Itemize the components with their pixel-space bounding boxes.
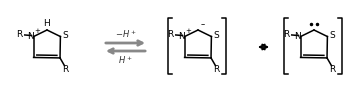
Text: N: N	[27, 32, 34, 41]
Text: S: S	[62, 31, 68, 40]
Text: R: R	[213, 65, 219, 74]
Text: H: H	[44, 19, 50, 28]
Text: $H^+$: $H^+$	[118, 54, 133, 66]
Text: –: –	[201, 20, 205, 29]
Text: R: R	[16, 30, 22, 39]
Text: N: N	[178, 32, 185, 41]
Text: R: R	[283, 30, 289, 39]
Text: R: R	[167, 30, 174, 39]
Text: R: R	[62, 65, 68, 74]
Text: +: +	[34, 28, 40, 34]
Text: S: S	[329, 31, 335, 40]
Text: R: R	[329, 65, 335, 74]
Text: $-H^+$: $-H^+$	[115, 28, 136, 40]
Text: +: +	[185, 28, 191, 34]
Text: N: N	[294, 32, 301, 41]
Text: S: S	[213, 31, 219, 40]
